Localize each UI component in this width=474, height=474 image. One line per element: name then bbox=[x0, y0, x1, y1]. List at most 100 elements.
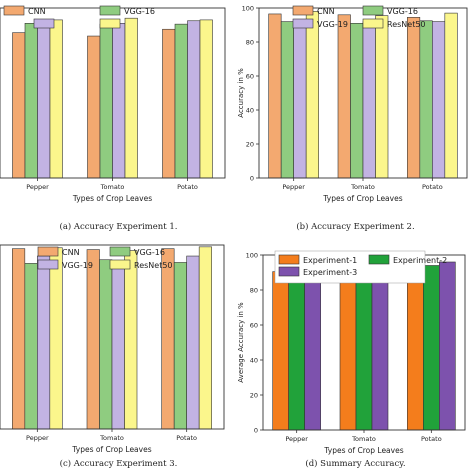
x-tick-label: Pepper bbox=[26, 434, 49, 442]
legend-label: VGG-16 bbox=[124, 7, 155, 16]
legend-label: Experiment-1 bbox=[303, 256, 357, 265]
legend-swatch bbox=[99, 5, 121, 16]
y-tick-label: 60 bbox=[246, 73, 254, 81]
bar bbox=[187, 20, 201, 179]
panel-c: Pepper Tomato Potato Types of Crop Leaves CN… bbox=[0, 237, 237, 474]
bar bbox=[174, 23, 188, 179]
panel-b: 0 20 40 60 80 100 Accuracy in % Pepper Tomato Pot… bbox=[237, 0, 474, 237]
x-axis-label: Types of Crop Leaves bbox=[71, 445, 151, 454]
legend: Experiment-1 Experiment-2 Experiment-3 bbox=[274, 250, 447, 284]
y-tick-label: 100 bbox=[246, 252, 258, 260]
bar bbox=[293, 19, 307, 179]
chart-b: 0 20 40 60 80 100 Accuracy in % Pepper Tomato Pot… bbox=[237, 5, 468, 203]
bar bbox=[37, 255, 51, 430]
legend: CNN VGG-16 bbox=[3, 5, 155, 29]
panel-d: 0 20 40 60 80 100 Average Accuracy in % Pepper T… bbox=[237, 237, 474, 474]
y-tick-label: 60 bbox=[250, 322, 258, 330]
chart-c: Pepper Tomato Potato Types of Crop Leaves CN… bbox=[0, 244, 225, 454]
legend-swatch bbox=[292, 5, 314, 16]
bar bbox=[124, 17, 138, 179]
plot-frame bbox=[0, 244, 225, 430]
caption-a: (a) Accuracy Experiment 1. bbox=[59, 222, 178, 232]
bar bbox=[268, 13, 282, 179]
legend-swatch bbox=[3, 5, 25, 16]
caption-b: (b) Accuracy Experiment 2. bbox=[296, 222, 415, 232]
y-tick-label: 20 bbox=[250, 392, 258, 400]
legend-swatch bbox=[368, 254, 390, 265]
legend: CNN VGG-16 VGG-19 ResNet50 bbox=[37, 246, 173, 270]
x-tick-label: Pepper bbox=[282, 183, 305, 191]
legend-box bbox=[274, 250, 426, 284]
x-axis-label: Types of Crop Leaves bbox=[322, 194, 402, 203]
legend-label: VGG-16 bbox=[134, 248, 165, 257]
bar bbox=[87, 35, 101, 179]
bar bbox=[86, 249, 100, 430]
bar bbox=[375, 15, 389, 179]
bar bbox=[24, 263, 38, 430]
legend-swatch bbox=[37, 246, 59, 257]
x-axis-label: Types of Crop Leaves bbox=[323, 446, 403, 455]
bar bbox=[161, 248, 175, 430]
legend-swatch bbox=[278, 254, 300, 265]
bar bbox=[162, 28, 176, 179]
bar bbox=[304, 262, 321, 431]
chart-d: 0 20 40 60 80 100 Average Accuracy in % Pepper T… bbox=[237, 250, 466, 455]
y-axis-label: Accuracy in % bbox=[237, 68, 245, 118]
legend-swatch bbox=[33, 18, 55, 29]
y-tick-label: 40 bbox=[246, 107, 254, 115]
caption-d: (d) Summary Accuracy. bbox=[305, 459, 406, 469]
y-axis-label: Average Accuracy in % bbox=[237, 302, 245, 383]
legend-swatch bbox=[37, 259, 59, 270]
bar bbox=[355, 266, 373, 431]
legend-label: Experiment-2 bbox=[393, 256, 447, 265]
x-tick-label: Potato bbox=[177, 183, 198, 191]
legend-label: VGG-19 bbox=[317, 20, 348, 29]
legend-label: ResNet50 bbox=[134, 261, 173, 270]
y-tick-label: 0 bbox=[250, 175, 254, 183]
caption-c: (c) Accuracy Experiment 3. bbox=[59, 459, 178, 469]
x-tick-label: Tomato bbox=[350, 183, 375, 191]
legend-swatch bbox=[362, 5, 384, 16]
x-tick-label: Potato bbox=[422, 183, 443, 191]
legend-label: VGG-16 bbox=[387, 7, 418, 16]
bar bbox=[337, 14, 351, 179]
bar bbox=[439, 261, 456, 431]
x-tick-label: Potato bbox=[176, 434, 197, 442]
x-tick-label: Pepper bbox=[285, 435, 308, 443]
y-tick-label: 0 bbox=[254, 427, 258, 435]
legend-label: Experiment-3 bbox=[303, 268, 357, 277]
legend: CNN VGG-16 VGG-19 ResNet50 bbox=[292, 5, 426, 29]
bar bbox=[111, 261, 125, 430]
legend-label: VGG-19 bbox=[62, 261, 93, 270]
legend-label: CNN bbox=[62, 248, 80, 257]
x-tick-label: Pepper bbox=[26, 183, 49, 191]
bar bbox=[339, 273, 357, 431]
legend-label: CNN bbox=[317, 7, 335, 16]
legend-swatch bbox=[292, 18, 314, 29]
y-tick-label: 40 bbox=[250, 357, 258, 365]
bar bbox=[280, 21, 294, 179]
bar bbox=[24, 22, 38, 179]
y-tick-label: 80 bbox=[250, 287, 258, 295]
bar bbox=[37, 21, 51, 179]
bar bbox=[272, 271, 289, 431]
bar bbox=[288, 264, 305, 431]
legend-swatch bbox=[109, 246, 131, 257]
bar bbox=[12, 32, 26, 179]
legend-swatch bbox=[362, 18, 384, 29]
bar bbox=[419, 20, 433, 179]
legend-swatch bbox=[278, 266, 300, 277]
bar bbox=[173, 262, 187, 430]
bar bbox=[423, 265, 440, 431]
y-tick-label: 100 bbox=[242, 5, 254, 13]
chart-a: Pepper Tomato Potato Types of Crop Leaves CN… bbox=[0, 5, 226, 203]
bar bbox=[49, 19, 63, 179]
y-tick-label: 20 bbox=[246, 141, 254, 149]
bar bbox=[99, 259, 113, 430]
bar bbox=[12, 248, 26, 430]
bar bbox=[198, 246, 212, 430]
bar bbox=[407, 270, 424, 431]
x-tick-label: Tomato bbox=[99, 434, 124, 442]
legend-label: ResNet50 bbox=[387, 20, 426, 29]
y-tick-label: 80 bbox=[246, 39, 254, 47]
